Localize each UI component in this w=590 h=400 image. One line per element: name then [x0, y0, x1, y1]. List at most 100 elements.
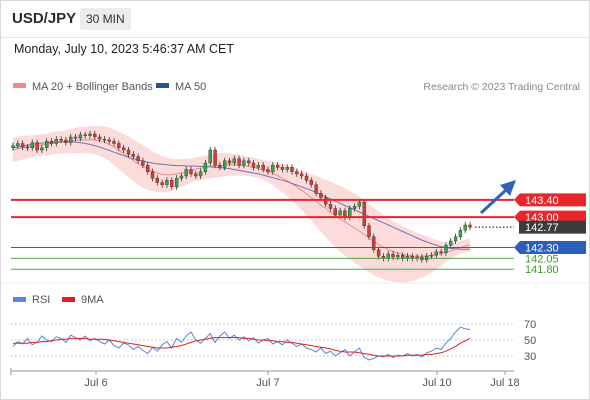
candle — [324, 194, 328, 208]
trend-arrow-head — [500, 180, 516, 196]
candle — [194, 170, 198, 180]
candle — [246, 157, 251, 167]
trend-arrow-shaft — [479, 187, 509, 215]
candle — [59, 136, 63, 144]
rsi-line — [12, 326, 471, 361]
legend-swatch-rsi — [13, 297, 26, 302]
candle — [439, 248, 443, 256]
candle — [145, 162, 150, 175]
candle — [458, 227, 463, 240]
candle — [362, 198, 366, 229]
candle — [372, 233, 376, 253]
x-tick-label: Jul 10 — [422, 377, 451, 389]
candle — [285, 164, 289, 173]
candle — [150, 168, 155, 182]
candle — [97, 133, 102, 143]
timeframe-badge[interactable]: 30 MIN — [80, 8, 131, 30]
candle — [468, 221, 472, 231]
candle — [73, 133, 78, 142]
candle — [16, 140, 20, 149]
legend-9ma: 9MA — [81, 294, 104, 306]
header-divider — [1, 37, 589, 38]
candle — [68, 133, 73, 146]
level-resistance-1: 143.00 — [11, 210, 586, 224]
candle — [208, 146, 212, 167]
candle — [45, 138, 49, 151]
legend-swatch-bollinger — [13, 83, 26, 88]
legend-ma50: MA 50 — [175, 81, 206, 93]
credit-text: Research © 2023 Trading Central — [423, 81, 580, 93]
candle — [136, 153, 140, 164]
ma20-line — [12, 139, 471, 257]
candle — [203, 159, 208, 175]
candle — [102, 136, 107, 144]
candle — [271, 162, 275, 175]
timestamp: Monday, July 10, 2023 5:46:37 AM CET — [14, 42, 235, 56]
candle — [463, 221, 467, 234]
ma50-line — [12, 141, 470, 250]
candle — [295, 168, 299, 177]
candle — [449, 237, 453, 249]
candle — [78, 131, 83, 142]
level-label: 142.05 — [525, 253, 559, 265]
candle — [93, 130, 97, 141]
candle — [155, 175, 160, 186]
chart-header: USD/JPY 30 MIN — [1, 1, 589, 37]
candle — [121, 144, 126, 154]
candle — [54, 136, 58, 147]
candle — [218, 162, 222, 171]
candle — [256, 162, 260, 171]
level-current-2: 142.77 — [475, 220, 586, 234]
symbol-title: USD/JPY — [12, 10, 77, 27]
candle — [290, 164, 294, 175]
legend-bollinger: MA 20 + Bollinger Bands — [32, 81, 153, 93]
level-resistance-0: 143.40 — [11, 193, 586, 207]
legend-swatch-9ma — [62, 297, 75, 302]
legend-rsi: RSI — [32, 294, 50, 306]
level-label: 141.80 — [525, 264, 559, 276]
candle — [328, 201, 333, 212]
level-pivot-3: 142.30 — [11, 241, 586, 255]
level-support-4: 142.05 — [11, 253, 559, 265]
x-tick-label: Jul 6 — [84, 377, 107, 389]
candle — [453, 233, 458, 245]
candle — [333, 205, 337, 219]
candle — [25, 143, 30, 151]
candle — [266, 166, 270, 175]
candle — [189, 166, 193, 177]
candle — [251, 159, 256, 171]
candle — [20, 140, 25, 150]
rsi-tick-label: 70 — [524, 319, 536, 331]
moving-averages-layer — [12, 139, 471, 257]
candle — [275, 162, 280, 171]
candle — [261, 162, 265, 173]
candle — [280, 164, 285, 173]
candle — [179, 172, 184, 182]
x-tick-label: Jul 18 — [490, 377, 519, 389]
candle — [64, 137, 68, 146]
candle — [227, 157, 232, 167]
candle — [117, 140, 121, 151]
candle — [242, 157, 246, 169]
level-support-5: 141.80 — [11, 264, 559, 276]
candle — [11, 142, 15, 151]
x-tick-label: Jul 7 — [256, 377, 279, 389]
candle — [444, 242, 448, 256]
candle — [88, 130, 92, 139]
rsi-layer: 70 50 30 — [11, 319, 536, 363]
candle — [141, 157, 145, 169]
candle — [83, 131, 87, 139]
candle — [367, 222, 371, 240]
bollinger-band — [13, 125, 470, 283]
rsi-tick-label: 30 — [524, 351, 536, 363]
candle — [222, 157, 227, 171]
level-label: 143.40 — [525, 195, 559, 207]
candle — [232, 155, 237, 167]
candle — [184, 166, 188, 180]
candle — [376, 246, 381, 260]
candle — [160, 179, 164, 188]
candle — [49, 138, 54, 147]
legend-swatch-ma50 — [156, 83, 169, 88]
